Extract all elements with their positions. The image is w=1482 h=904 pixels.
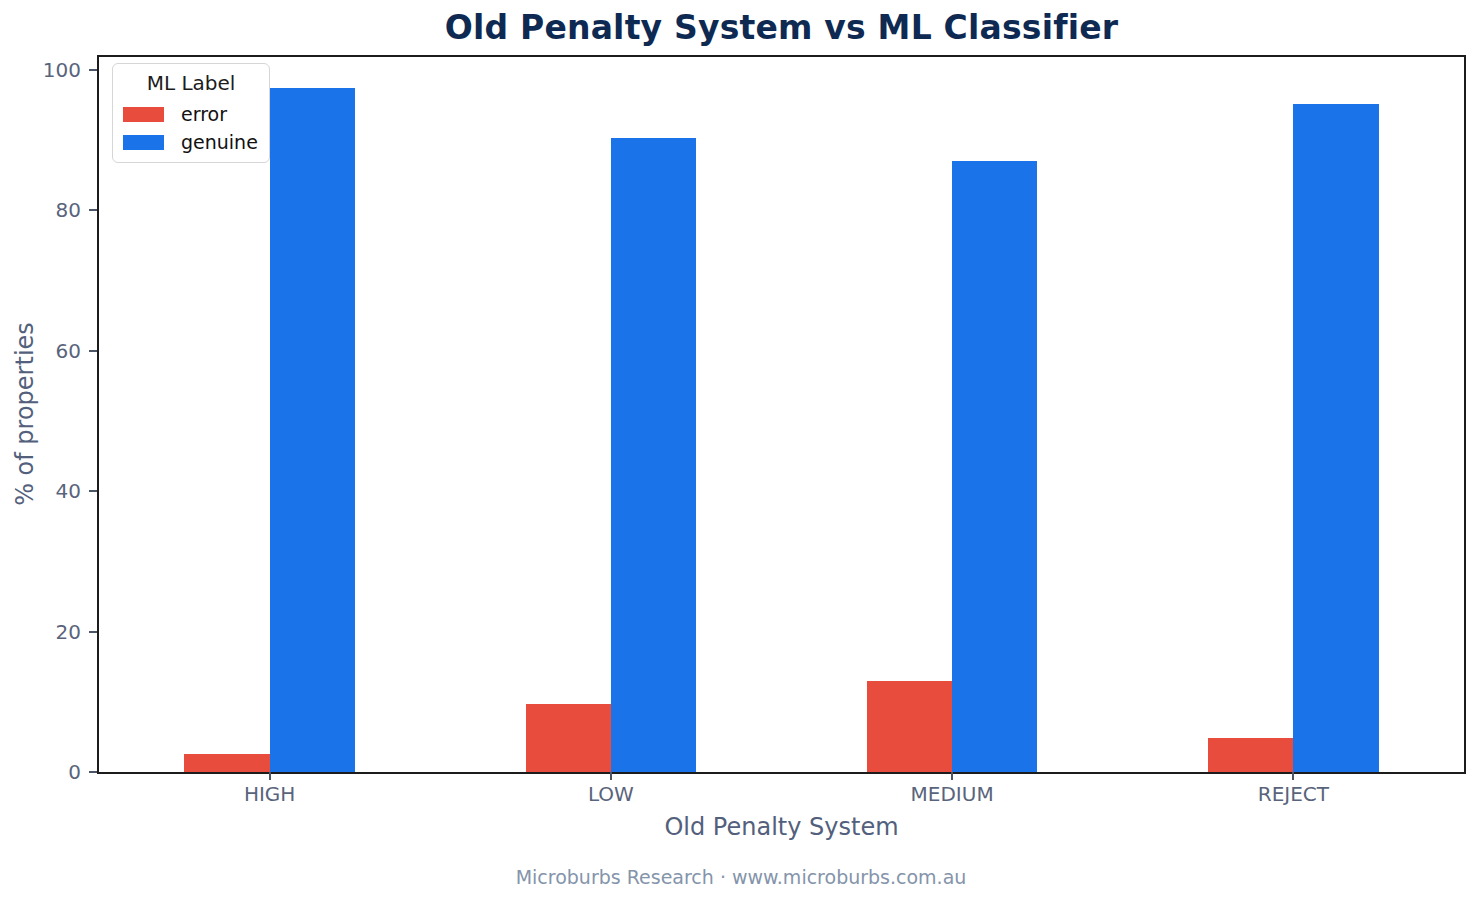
y-tick-mark-80 (89, 209, 97, 211)
y-tick-mark-0 (89, 771, 97, 773)
x-tick-label-reject: REJECT (1258, 784, 1329, 804)
legend-swatch-genuine-icon (123, 135, 164, 150)
x-tick-label-high: HIGH (244, 784, 295, 804)
x-tick-label-low: LOW (588, 784, 634, 804)
bar-medium-genuine (952, 161, 1037, 772)
y-tick-label-80: 80 (21, 200, 81, 220)
bar-low-genuine (611, 138, 696, 772)
legend: ML Label error genuine (112, 63, 270, 163)
x-tick-mark-reject (1292, 772, 1294, 780)
legend-item-genuine-label: genuine (181, 133, 258, 152)
x-tick-mark-high (269, 772, 271, 780)
y-tick-label-20: 20 (21, 621, 81, 641)
x-tick-mark-low (610, 772, 612, 780)
bar-reject-genuine (1293, 104, 1378, 772)
legend-title: ML Label (123, 71, 259, 96)
footer-attribution: Microburbs Research · www.microburbs.com… (0, 866, 1482, 888)
bar-medium-error (867, 681, 952, 772)
chart-title: Old Penalty System vs ML Classifier (97, 8, 1466, 47)
y-axis-label: % of properties (11, 322, 39, 506)
plot-area: ML Label error genuine HIGHLOWMEDIUMREJE… (97, 55, 1466, 774)
legend-item-genuine: genuine (123, 133, 259, 152)
bar-high-error (184, 754, 269, 772)
legend-swatch-error-icon (123, 107, 164, 122)
legend-item-error: error (123, 105, 259, 124)
x-tick-mark-medium (951, 772, 953, 780)
y-tick-mark-20 (89, 631, 97, 633)
bar-low-error (526, 704, 611, 772)
y-tick-mark-100 (89, 69, 97, 71)
x-tick-label-medium: MEDIUM (911, 784, 994, 804)
figure: Old Penalty System vs ML Classifier ML L… (0, 0, 1482, 904)
bar-reject-error (1208, 738, 1293, 772)
y-tick-label-0: 0 (21, 762, 81, 782)
x-axis-label: Old Penalty System (97, 813, 1466, 841)
bar-high-genuine (270, 88, 355, 772)
y-tick-mark-60 (89, 350, 97, 352)
y-tick-label-100: 100 (21, 60, 81, 80)
legend-item-error-label: error (181, 105, 227, 124)
y-tick-mark-40 (89, 490, 97, 492)
